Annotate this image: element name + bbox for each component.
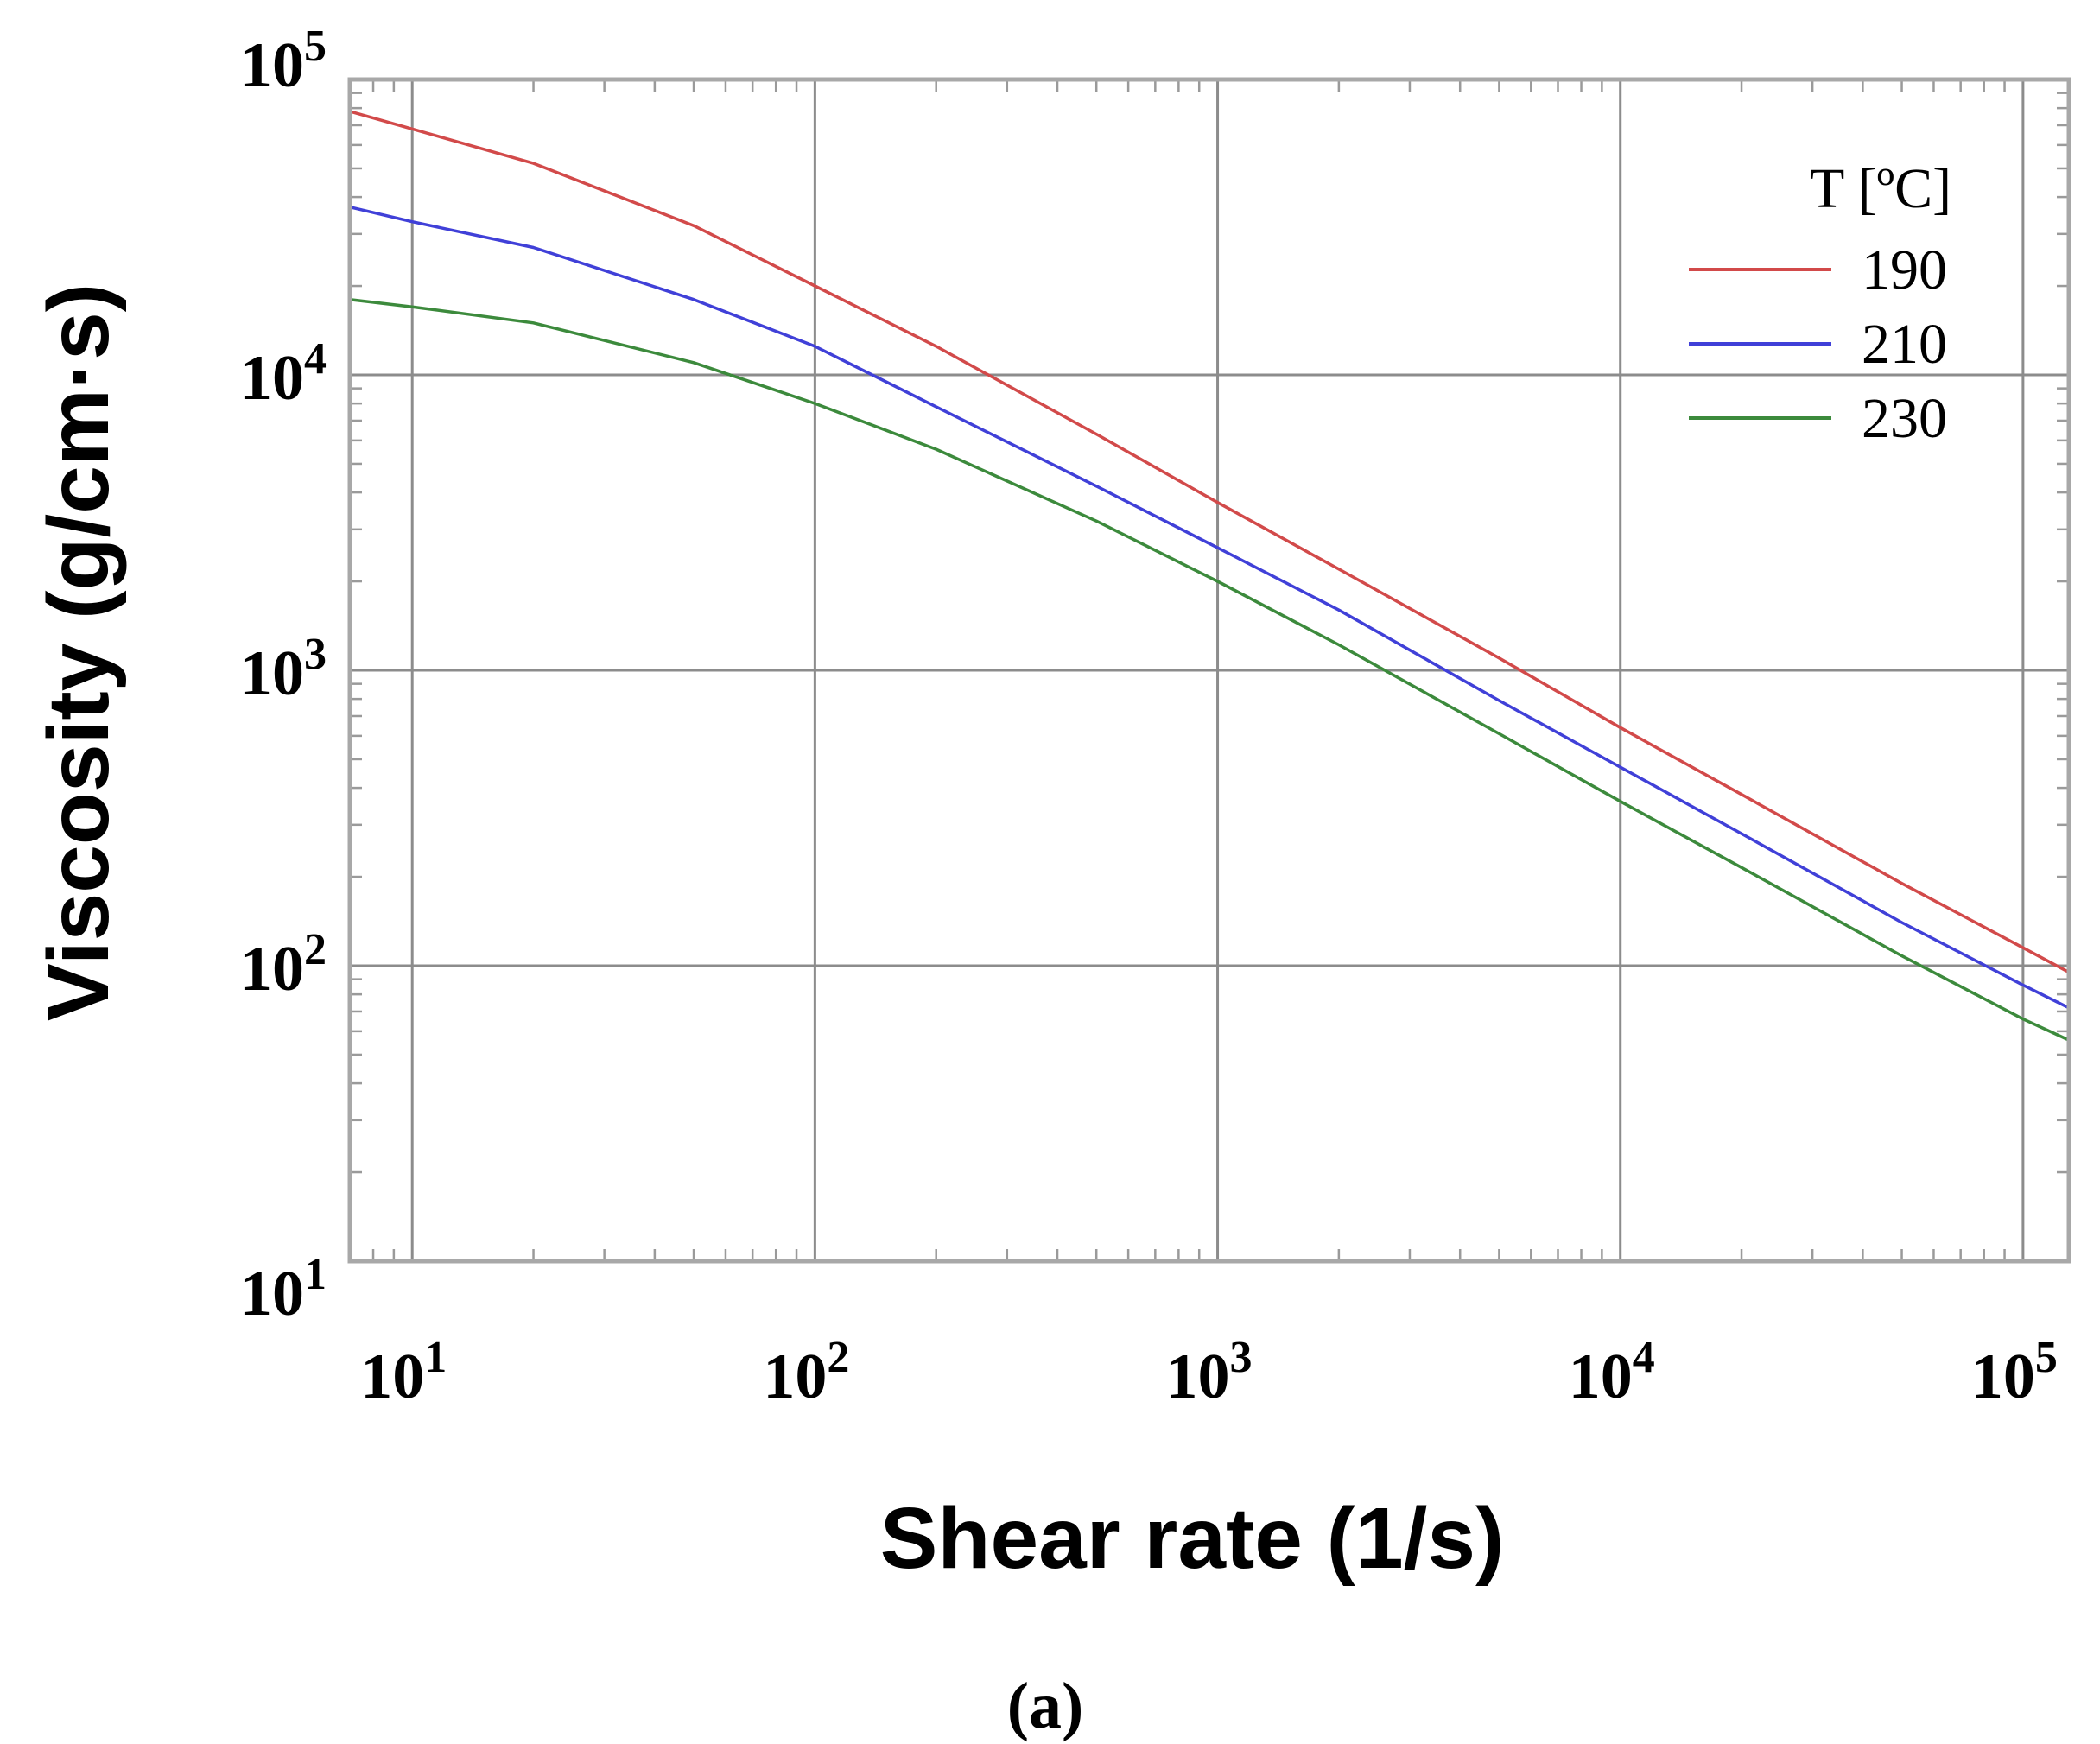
x-tick-label: 104 xyxy=(1569,1333,1655,1412)
legend: T [ºC] 190 210 230 xyxy=(1689,157,1951,450)
y-axis-title: Viscosity (g/cm·s) xyxy=(30,283,127,1021)
x-tick-label: 101 xyxy=(360,1333,447,1412)
x-axis-title: Shear rate (1/s) xyxy=(880,1490,1505,1587)
grid-lines xyxy=(350,79,2069,1261)
legend-title: T [ºC] xyxy=(1810,157,1951,220)
x-tick-label: 102 xyxy=(763,1333,849,1412)
y-tick-label: 102 xyxy=(240,925,327,1005)
legend-entries: 190 210 230 xyxy=(1689,238,1947,450)
series-line-210 xyxy=(349,205,2070,1010)
plot-frame xyxy=(347,77,2071,1264)
figure-caption: (a) xyxy=(1007,1670,1084,1742)
x-tick-labels: 101 102 103 104 105 xyxy=(360,1333,2058,1412)
y-tick-label: 101 xyxy=(240,1250,327,1329)
x-tick-label: 103 xyxy=(1166,1333,1253,1412)
y-tick-label: 105 xyxy=(240,22,327,101)
series-line-230 xyxy=(349,297,2070,1042)
legend-label-210: 210 xyxy=(1862,313,1947,376)
series-lines xyxy=(349,110,2070,1042)
series-line-190 xyxy=(349,110,2070,974)
legend-label-230: 230 xyxy=(1862,387,1947,450)
x-tick-label: 105 xyxy=(1971,1333,2058,1412)
legend-label-190: 190 xyxy=(1862,238,1947,301)
y-tick-labels: 101 102 103 104 105 xyxy=(240,22,327,1329)
y-tick-label: 104 xyxy=(240,334,327,414)
y-tick-label: 103 xyxy=(240,630,327,709)
